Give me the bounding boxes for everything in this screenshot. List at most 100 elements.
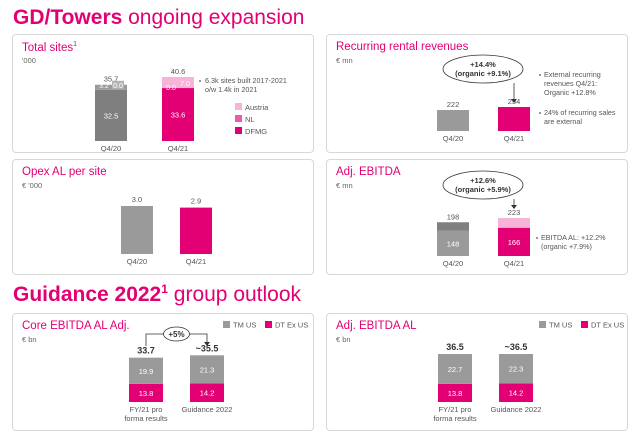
bar-segment-dfmg [162,88,194,141]
legend-label: DT Ex US [591,321,624,330]
growth-label: +5% [168,330,184,339]
bar-total-label: 223 [508,208,521,217]
chart-adj-ebitda: 148 198 Q4/20 166 223 Q4/21 +12.6%(organic +5.… [437,170,606,268]
bar-total-label: ~35.5 [196,343,219,353]
x-tick-label: Q4/20 [127,257,147,266]
panel-title: Opex AL per site [22,166,107,178]
data-label: 148 [447,239,460,248]
growth-label: (organic +5.9%) [455,185,511,194]
panel-core-ebitda-al-adj: Core EBITDA AL Adj. € bn 13.8 19.9 33.7 FY/… [12,313,314,431]
legend-swatch [223,321,230,328]
data-label: 13.8 [139,389,154,398]
bar-total-label: 198 [447,212,460,221]
bar-value-label: 2.9 [191,197,201,206]
bullet [199,80,201,82]
bar [121,206,153,254]
panel-unit: € mn [336,181,353,190]
bar-segment [437,222,469,231]
annotation-text: 6.3k sites built 2017-2021 [205,76,287,85]
data-label: 22.3 [509,365,524,374]
panel-title: Recurring rental revenues [336,41,469,53]
section-title-bold: GD/Towers [13,6,123,29]
data-label: 19.9 [139,367,154,376]
bar-segment-dfmg [95,89,127,141]
annotation-text: 24% of recurring sales [544,108,616,117]
bar [180,207,212,254]
data-label: 0.0 [113,83,123,90]
bar-segment-dt-ex-us [190,383,224,402]
bullet [536,237,538,239]
bar-segment-tm-us [438,354,472,384]
panel-unit: € mn [336,56,353,65]
panel-title: Adj. EBITDA [336,166,401,178]
bar-segment-tm-us [129,357,163,384]
x-tick-label: Q4/21 [504,134,524,143]
bar-segment-nl [95,84,127,90]
panel-unit: '000 [22,56,36,65]
x-tick-label: forma results [433,414,477,423]
bar-total-label: 40.6 [171,67,186,76]
chart-total-sites: Q4/20 35.7 Q4/21 40.6 32.5 33.6 3.2 0.0 0.0 7.0 6.… [95,67,287,153]
x-tick-label: Q4/21 [168,144,188,153]
panel-title: Core EBITDA AL Adj. [22,320,130,332]
data-label: 21.3 [200,365,215,374]
x-tick-label: Q4/20 [443,134,463,143]
section-title-rest: group outlook [167,283,302,306]
panel-adj-ebitda: Adj. EBITDA € mn 148 198 Q4/20 166 223 Q4/21 +… [326,159,628,275]
bar-value-label: 222 [447,100,460,109]
panel-recurring-revenues: Recurring rental revenues € mn 222 Q4/20 2… [326,34,628,153]
section-title-bold: Guidance 2022 [13,283,162,306]
annotation-text: are external [544,117,582,126]
legend-swatch [235,103,242,110]
data-label: 14.2 [509,389,524,398]
bar-segment-dt-ex-us [438,383,472,402]
data-label: 22.7 [448,365,463,374]
data-label: 33.6 [171,111,186,120]
legend-label: Austria [245,103,269,112]
annotation-text: (organic +7.9%) [541,242,592,251]
legend-swatch [235,127,242,134]
data-label: 7.0 [180,81,190,88]
data-label: 3.2 [99,83,109,90]
data-label: 166 [508,238,521,247]
growth-bubble [442,54,524,84]
bar-segment-highlight [112,80,124,89]
data-label: 14.2 [200,389,215,398]
section-title-guidance: Guidance 20221 group outlook [13,282,301,307]
bullet [539,74,541,76]
bar-segment-dt-ex-us [499,383,533,402]
data-label: 0.0 [166,85,176,92]
bar [498,107,530,131]
annotation-text: EBITDA AL: +12.2% [541,233,606,242]
panel-unit: € '000 [22,181,43,190]
bar-segment [498,218,530,228]
panel-unit: € bn [22,335,37,344]
legend-swatch [581,321,588,328]
annotation-text: Organic +12.8% [544,88,596,97]
footnote-marker: 1 [161,282,168,296]
arrow-head [204,342,210,346]
x-tick-label: Q4/20 [101,144,121,153]
panel-title: Total sites1 [22,41,77,54]
legend-label: TM US [233,321,256,330]
growth-label: +12.6% [470,176,496,185]
bar-segment-austria [162,77,194,89]
annotation-text: o/w 1.4k in 2021 [205,85,257,94]
x-tick-label: FY/21 pro [130,405,163,414]
x-tick-label: forma results [124,414,168,423]
bar-total-label: ~36.5 [505,342,528,352]
legend-swatch [539,321,546,328]
data-label: 32.5 [104,111,119,120]
footnote-marker: 1 [73,41,78,48]
chart-opex-per-site: 3.0 Q4/20 2.9 Q4/21 [121,195,212,266]
annotation-text: External recurring [544,70,601,79]
arrow-head [511,205,517,209]
bar-segment-tm-us [499,354,533,384]
panel-unit: € bn [336,335,351,344]
data-label: 13.8 [448,389,463,398]
x-tick-label: Q4/21 [504,259,524,268]
bar-segment [498,227,530,256]
